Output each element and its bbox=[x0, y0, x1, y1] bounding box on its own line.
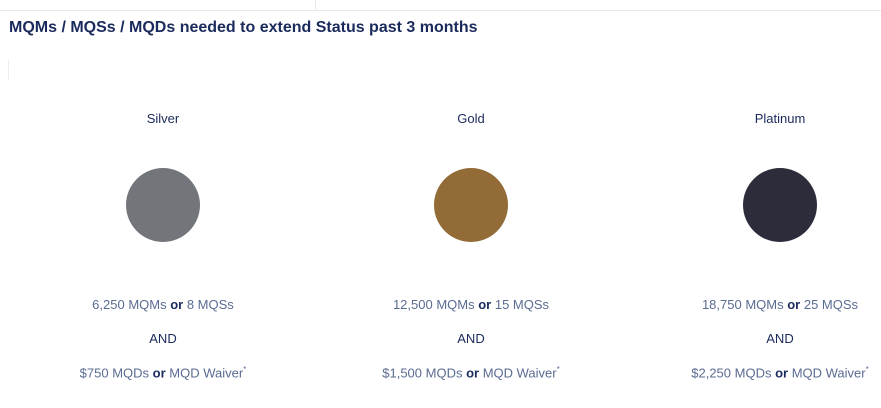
tier-name: Silver bbox=[146, 111, 180, 126]
mqd-requirement: $750 MQDs bbox=[79, 365, 150, 381]
column-divider bbox=[315, 0, 316, 10]
tier-silver: Silver 6,250 MQMs or 8 MQSs AND $750 MQD… bbox=[33, 0, 293, 408]
tier-name: Gold bbox=[457, 111, 485, 126]
mqd-requirement: $1,500 MQDs bbox=[382, 365, 463, 381]
mqs-requirement: 15 MQSs bbox=[494, 297, 550, 312]
or-separator: or bbox=[775, 365, 789, 381]
or-separator: or bbox=[466, 365, 480, 381]
dollars-requirement: $2,250 MQDs or MQD Waiver* bbox=[650, 365, 881, 380]
or-separator: or bbox=[478, 297, 492, 312]
section-heading: MQMs / MQSs / MQDs needed to extend Stat… bbox=[9, 19, 478, 36]
mqm-requirement: 6,250 MQMs bbox=[92, 297, 167, 312]
tier-gold: Gold 12,500 MQMs or 15 MQSs AND $1,500 M… bbox=[341, 0, 601, 408]
footnote-mark: * bbox=[556, 365, 560, 374]
and-separator: AND bbox=[766, 331, 794, 346]
or-separator: or bbox=[170, 297, 184, 312]
miles-segments-requirement: 6,250 MQMs or 8 MQSs bbox=[33, 297, 293, 312]
tier-platinum: Platinum 18,750 MQMs or 25 MQSs AND $2,2… bbox=[650, 0, 881, 408]
mqd-waiver: MQD Waiver bbox=[791, 365, 866, 381]
gold-medal-icon bbox=[434, 168, 508, 242]
mqd-requirement: $2,250 MQDs bbox=[691, 365, 772, 381]
and-separator: AND bbox=[149, 331, 177, 346]
dollars-requirement: $750 MQDs or MQD Waiver* bbox=[33, 365, 293, 380]
mqd-waiver: MQD Waiver bbox=[169, 365, 244, 381]
left-divider bbox=[8, 60, 9, 80]
tier-name: Platinum bbox=[754, 111, 806, 126]
mqm-requirement: 12,500 MQMs bbox=[392, 297, 475, 312]
silver-medal-icon bbox=[126, 168, 200, 242]
footnote-mark: * bbox=[865, 365, 869, 374]
or-separator: or bbox=[152, 365, 166, 381]
or-separator: or bbox=[787, 297, 801, 312]
mqs-requirement: 25 MQSs bbox=[803, 297, 859, 312]
and-separator: AND bbox=[457, 331, 485, 346]
mqm-requirement: 18,750 MQMs bbox=[701, 297, 784, 312]
miles-segments-requirement: 18,750 MQMs or 25 MQSs bbox=[650, 297, 881, 312]
mqd-waiver: MQD Waiver bbox=[482, 365, 557, 381]
mqs-requirement: 8 MQSs bbox=[186, 297, 234, 312]
footnote-mark: * bbox=[243, 365, 247, 374]
top-divider bbox=[0, 10, 881, 11]
dollars-requirement: $1,500 MQDs or MQD Waiver* bbox=[341, 365, 601, 380]
miles-segments-requirement: 12,500 MQMs or 15 MQSs bbox=[341, 297, 601, 312]
platinum-medal-icon bbox=[743, 168, 817, 242]
